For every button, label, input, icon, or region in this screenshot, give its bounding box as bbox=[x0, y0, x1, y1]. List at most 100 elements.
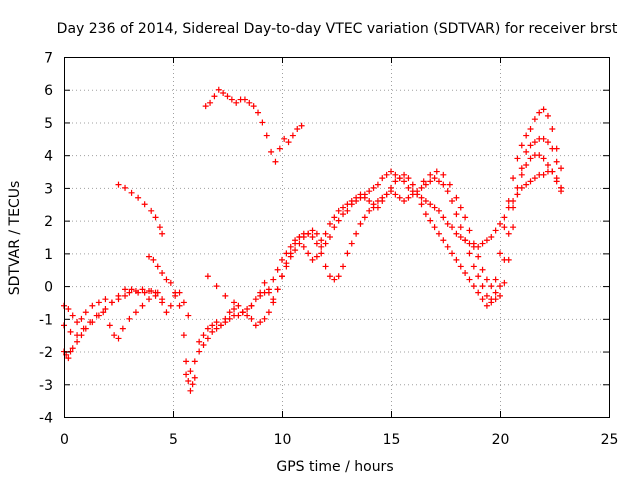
data-point bbox=[422, 198, 429, 204]
data-points bbox=[61, 86, 565, 394]
data-point bbox=[122, 286, 129, 293]
data-point bbox=[470, 283, 477, 290]
data-point bbox=[518, 171, 525, 178]
data-point bbox=[479, 240, 486, 247]
data-point bbox=[366, 207, 373, 214]
data-point bbox=[67, 328, 74, 335]
data-point bbox=[74, 319, 81, 326]
data-point bbox=[287, 253, 294, 260]
data-point bbox=[540, 155, 547, 162]
data-point bbox=[167, 279, 174, 286]
data-point bbox=[453, 211, 460, 218]
series-2 bbox=[61, 286, 166, 326]
data-point bbox=[285, 139, 292, 146]
y-tick-label: -4 bbox=[39, 411, 53, 427]
data-point bbox=[322, 230, 329, 237]
series-10 bbox=[420, 135, 565, 299]
data-point bbox=[392, 191, 399, 198]
data-point bbox=[65, 355, 72, 362]
data-point bbox=[141, 289, 148, 296]
data-point bbox=[523, 132, 530, 139]
data-point bbox=[268, 148, 275, 155]
data-point bbox=[248, 315, 255, 322]
series-1 bbox=[61, 286, 192, 362]
data-point bbox=[440, 214, 447, 221]
data-point bbox=[357, 191, 364, 198]
data-point bbox=[217, 322, 224, 329]
data-point bbox=[185, 312, 192, 319]
data-point bbox=[226, 309, 233, 316]
data-point bbox=[453, 194, 460, 201]
data-point bbox=[527, 126, 534, 132]
y-tick-label: 2 bbox=[44, 214, 53, 230]
data-point bbox=[106, 322, 113, 329]
data-point bbox=[139, 286, 146, 293]
y-axis-title: SDTVAR / TECUs bbox=[7, 181, 23, 296]
data-point bbox=[150, 256, 157, 263]
data-point bbox=[340, 263, 347, 270]
data-point bbox=[558, 184, 565, 191]
data-point bbox=[348, 198, 355, 204]
data-point bbox=[466, 250, 473, 257]
data-point bbox=[204, 325, 211, 332]
data-point bbox=[462, 270, 469, 276]
data-point bbox=[449, 250, 456, 257]
data-point bbox=[536, 109, 543, 116]
data-point bbox=[531, 116, 538, 123]
data-point bbox=[374, 181, 381, 188]
y-tick-label: 7 bbox=[44, 51, 53, 67]
data-point bbox=[244, 306, 251, 312]
data-point bbox=[331, 224, 338, 231]
data-point bbox=[505, 198, 512, 204]
data-point bbox=[479, 283, 486, 290]
data-point bbox=[235, 312, 242, 319]
data-point bbox=[549, 145, 556, 152]
x-tick-labels: 0 5 10 15 20 25 bbox=[60, 432, 618, 448]
data-point bbox=[475, 243, 482, 250]
data-point bbox=[544, 162, 551, 168]
data-point bbox=[318, 237, 325, 244]
data-point bbox=[370, 201, 377, 208]
data-point bbox=[444, 220, 451, 227]
data-point bbox=[231, 306, 238, 312]
data-point bbox=[483, 237, 490, 244]
data-point bbox=[95, 299, 102, 306]
data-point bbox=[305, 250, 312, 257]
data-point bbox=[274, 266, 281, 273]
data-point bbox=[167, 302, 174, 309]
data-point bbox=[252, 296, 259, 303]
y-tick-label: 4 bbox=[44, 149, 53, 165]
data-point bbox=[435, 178, 442, 185]
data-point bbox=[69, 312, 76, 319]
data-point bbox=[235, 302, 242, 309]
data-point bbox=[536, 152, 543, 159]
data-point bbox=[132, 309, 139, 316]
data-point bbox=[180, 299, 187, 306]
data-point bbox=[163, 309, 170, 316]
data-point bbox=[187, 368, 194, 375]
axis-ticks bbox=[64, 57, 610, 418]
data-point bbox=[213, 283, 220, 290]
data-point bbox=[523, 162, 530, 168]
data-point bbox=[335, 217, 342, 224]
data-point bbox=[213, 325, 220, 332]
data-point bbox=[401, 171, 408, 178]
data-point bbox=[270, 276, 277, 283]
data-point bbox=[326, 234, 333, 240]
data-point bbox=[189, 381, 196, 388]
data-point bbox=[309, 256, 316, 263]
data-point bbox=[252, 322, 259, 329]
data-point bbox=[414, 191, 421, 198]
data-point bbox=[379, 175, 386, 182]
data-point bbox=[514, 155, 521, 162]
data-point bbox=[204, 335, 211, 342]
data-point bbox=[488, 234, 495, 240]
data-point bbox=[313, 240, 320, 247]
data-point bbox=[296, 234, 303, 240]
data-point bbox=[135, 194, 142, 201]
data-point bbox=[340, 204, 347, 211]
data-point bbox=[433, 168, 440, 175]
data-point bbox=[444, 188, 451, 195]
data-point bbox=[322, 240, 329, 247]
data-point bbox=[196, 348, 203, 355]
